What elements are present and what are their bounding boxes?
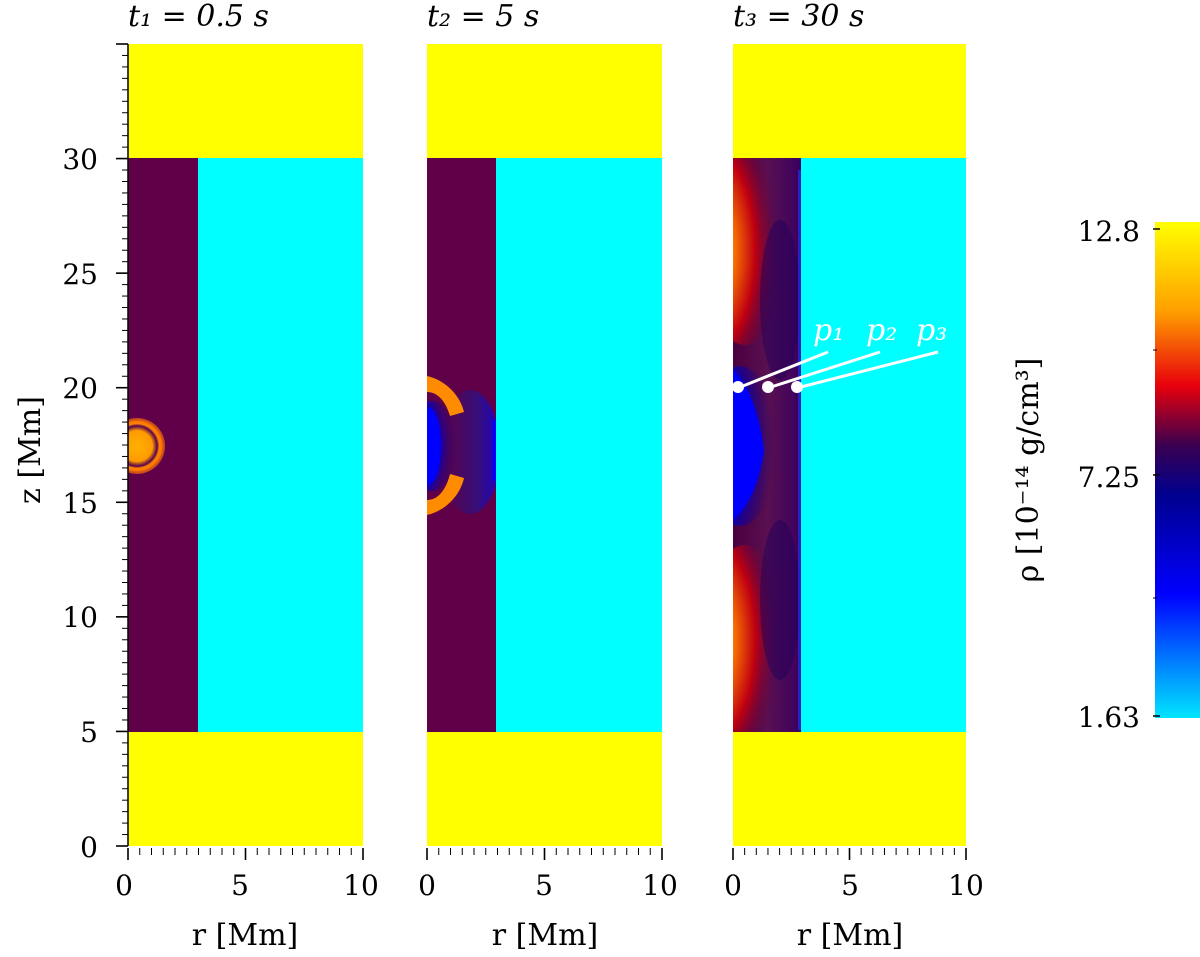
ytick-10: 10 bbox=[62, 601, 98, 634]
panel-3-xtick-10: 10 bbox=[948, 869, 984, 902]
panel-1-bottom-corona bbox=[128, 732, 363, 846]
panel-1-pulse-ring bbox=[128, 421, 162, 471]
panel-2-top-corona bbox=[427, 44, 662, 158]
panel-1-xlabel: r [Mm] bbox=[192, 918, 298, 953]
probe-p1-marker bbox=[732, 381, 744, 393]
panel-3-xtick-0: 0 bbox=[724, 869, 742, 902]
probe-p2-marker bbox=[762, 381, 774, 393]
panel-1-y-ticks bbox=[116, 43, 128, 847]
panel-2-bottom-corona bbox=[427, 732, 662, 846]
panel-2-x-ticks bbox=[426, 848, 663, 860]
colorbar-label-max: 12.8 bbox=[1078, 215, 1140, 248]
panel-1-x-ticks bbox=[127, 848, 364, 860]
panel-2: t₂ = 5 s 0 5 10 r [Mm] bbox=[418, 0, 678, 953]
probe-p2-label: p₂ bbox=[866, 313, 897, 348]
panel-2-xlabel: r [Mm] bbox=[492, 918, 598, 953]
panel-3-core-inner bbox=[733, 370, 764, 520]
panel-1-xtick-10: 10 bbox=[343, 869, 379, 902]
panel-3-title: t₃ = 30 s bbox=[733, 0, 864, 34]
colorbar-label-min: 1.63 bbox=[1078, 701, 1140, 734]
panel-2-upper-edge bbox=[427, 376, 464, 416]
colorbar-label-mid: 7.25 bbox=[1078, 461, 1140, 494]
ytick-20: 20 bbox=[62, 372, 98, 405]
panel-1-xtick-0: 0 bbox=[115, 869, 133, 902]
panel-2-lower-edge bbox=[427, 474, 464, 515]
colorbar-gradient bbox=[1155, 222, 1200, 718]
probe-p2-leader bbox=[767, 350, 881, 390]
panel-3-xlabel: r [Mm] bbox=[797, 918, 903, 953]
ytick-25: 25 bbox=[62, 258, 98, 291]
panel-2-boundary-wave bbox=[493, 420, 496, 480]
panel-1-top-corona bbox=[128, 44, 363, 158]
panel-1-exterior bbox=[198, 158, 363, 732]
ylabel: z [Mm] bbox=[13, 396, 48, 504]
panel-3-bottom-corona bbox=[733, 732, 966, 846]
colorbar: 12.8 7.25 1.63 ρ [10⁻¹⁴ g/cm³] bbox=[1011, 215, 1200, 734]
ytick-15: 15 bbox=[62, 487, 98, 520]
panel-3-lower-dark bbox=[760, 520, 800, 680]
probe-p1-leader bbox=[737, 350, 829, 390]
panel-3-boundary-wave bbox=[798, 170, 801, 730]
panel-1-xtick-5: 5 bbox=[231, 869, 249, 902]
panel-3-exterior bbox=[801, 158, 966, 732]
panel-3: t₃ = 30 s p₁ p₂ p₃ 0 5 10 bbox=[724, 0, 984, 953]
panel-2-exterior bbox=[496, 158, 662, 732]
panel-2-core-inner bbox=[427, 408, 441, 484]
ytick-0: 0 bbox=[80, 831, 98, 864]
panel-1: t₁ = 0.5 s 0 5 10 r [Mm] 0 5 10 15 20 25… bbox=[13, 0, 379, 953]
ytick-5: 5 bbox=[80, 716, 98, 749]
colorbar-title: ρ [10⁻¹⁴ g/cm³] bbox=[1011, 358, 1046, 583]
panel-1-title: t₁ = 0.5 s bbox=[128, 0, 269, 34]
panel-3-top-corona bbox=[733, 44, 966, 158]
probe-p3-marker bbox=[791, 381, 803, 393]
ytick-30: 30 bbox=[62, 143, 98, 176]
panel-2-xtick-10: 10 bbox=[642, 869, 678, 902]
panel-2-xtick-0: 0 bbox=[418, 869, 436, 902]
panel-2-title: t₂ = 5 s bbox=[427, 0, 539, 34]
probe-p3-label: p₃ bbox=[916, 313, 947, 348]
panel-2-xtick-5: 5 bbox=[535, 869, 553, 902]
probe-p1-label: p₁ bbox=[813, 313, 844, 348]
probe-points: p₁ p₂ p₃ bbox=[732, 313, 947, 393]
panel-3-x-ticks bbox=[732, 848, 967, 860]
panel-1-pulse bbox=[128, 418, 165, 474]
probe-p3-leader bbox=[796, 350, 939, 390]
panel-3-upper-dark bbox=[760, 220, 800, 380]
panel-3-xtick-5: 5 bbox=[841, 869, 859, 902]
